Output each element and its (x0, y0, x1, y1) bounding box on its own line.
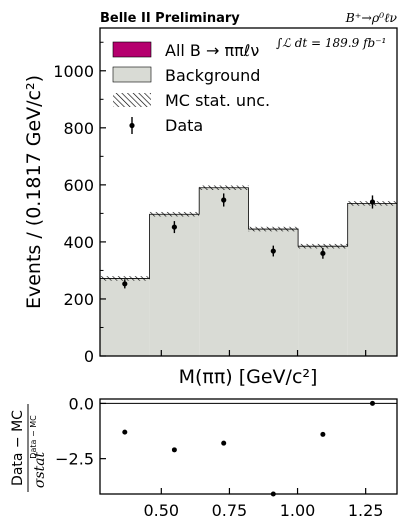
ratio-plot-frame (99, 398, 398, 495)
main-plot: 0 200 400 600 800 1000 ∫ℒ dt = 189.9 fb⁻¹ All… (23, 27, 398, 388)
legend: All B → ππℓν Background MC stat. unc. Da… (112, 41, 270, 135)
legend-label-mc-unc: MC stat. unc. (165, 91, 270, 110)
ratio-point (171, 447, 177, 453)
ratio-y-tick-label: 0.0 (69, 394, 94, 413)
header-right: B⁺→ρ⁰ℓν (345, 10, 398, 25)
legend-data-marker (129, 122, 135, 129)
ratio-point (369, 400, 375, 406)
data-point (171, 224, 177, 230)
header-left: Belle II Preliminary (100, 11, 240, 26)
y-tick-label: 1000 (53, 62, 94, 81)
legend-label-signal: All B → ππℓν (165, 41, 259, 60)
ratio-x-tick-label: 1.00 (280, 501, 316, 520)
main-plot-frame (99, 27, 398, 357)
ratio-y-tick-label: −2.5 (55, 450, 94, 469)
main-data-points (122, 193, 376, 289)
background-bar (199, 187, 249, 356)
data-point (122, 281, 128, 287)
legend-label-data: Data (165, 116, 203, 135)
background-bar (347, 203, 397, 356)
data-point (369, 199, 376, 205)
y-tick-label: 200 (63, 290, 94, 309)
ratio-y-label-numerator: Data − MC (10, 410, 26, 486)
ratio-x-tick-label: 0.50 (143, 501, 179, 520)
ratio-x-axis: 0.50 0.75 1.00 1.25 (143, 488, 383, 520)
ratio-points (122, 400, 375, 497)
ratio-x-tick-label: 1.25 (348, 501, 384, 520)
ratio-point (221, 440, 227, 446)
ratio-y-label: Data − MC σstat Data − MC (10, 404, 48, 492)
main-y-axis: 0 200 400 600 800 1000 (53, 41, 106, 366)
ratio-x-tick-label: 0.75 (212, 501, 248, 520)
data-point (221, 197, 227, 203)
y-tick-label: 400 (63, 233, 94, 252)
ratio-plot: 0.0 −2.5 0.50 0.75 1.00 1.25 Data − MC σstat… (10, 394, 398, 520)
y-tick-label: 600 (63, 176, 94, 195)
y-tick-label: 0 (84, 347, 94, 366)
background-outline (99, 187, 398, 356)
background-bar (298, 246, 348, 356)
legend-swatch-signal (112, 41, 152, 58)
y-tick-label: 800 (63, 119, 94, 138)
ratio-point (320, 431, 326, 437)
data-point (270, 248, 276, 254)
ratio-point (122, 429, 128, 435)
legend-swatch-mc-unc (113, 93, 151, 107)
legend-swatch-background (112, 66, 152, 83)
main-x-label: M(ππ) [GeV/c²] (179, 366, 318, 388)
ratio-y-label-denominator-sup: Data − MC (29, 415, 38, 459)
background-bar (149, 214, 200, 356)
legend-label-background: Background (165, 66, 260, 85)
data-point (320, 250, 326, 256)
ratio-y-axis: 0.0 −2.5 (55, 394, 106, 469)
background-bar (100, 278, 150, 356)
main-y-label: Events / (0.1817 GeV/c²) (23, 75, 45, 309)
ratio-y-label-denominator: σstat (32, 451, 48, 488)
luminosity-label: ∫ℒ dt = 189.9 fb⁻¹ (276, 36, 386, 50)
main-x-ticks (160, 350, 367, 356)
